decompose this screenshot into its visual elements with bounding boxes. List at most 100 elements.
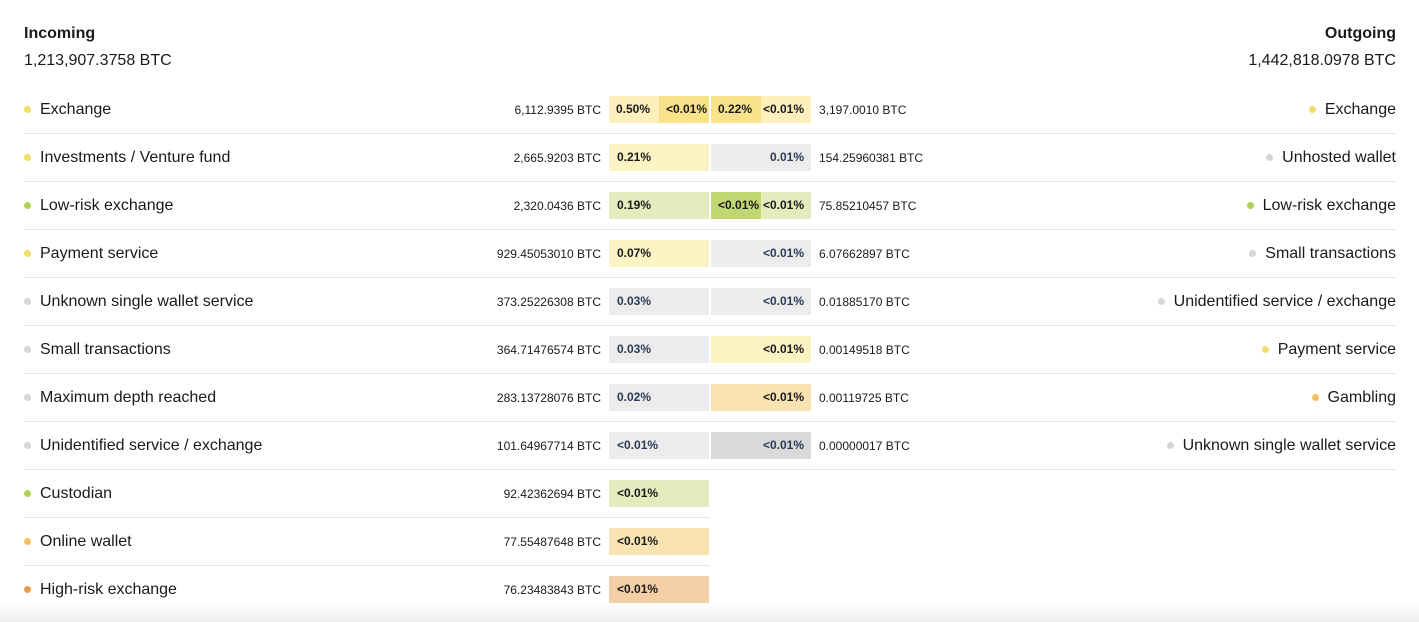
incoming-share-bar: 0.50% <0.01% [609, 96, 709, 123]
outgoing-amount: 75.85210457 BTC [819, 199, 917, 213]
share-percent: <0.01% [762, 438, 804, 452]
share-segment: 0.19% [609, 192, 709, 219]
share-percent: 0.03% [617, 342, 652, 356]
incoming-share-bar: 0.02% [609, 384, 709, 411]
outgoing-share-bar: 0.01% [711, 144, 811, 171]
outgoing-category-label[interactable]: Low-risk exchange [1262, 197, 1396, 214]
outgoing-category-label[interactable]: Small transactions [1265, 245, 1396, 262]
incoming-category-label[interactable]: Small transactions [40, 341, 171, 358]
share-percent-secondary: <0.01% [762, 198, 804, 212]
flow-row: Unidentified service / exchange 101.64967… [0, 422, 1419, 470]
incoming-category-label[interactable]: Investments / Venture fund [40, 149, 231, 166]
row-divider [24, 373, 710, 374]
incoming-category-label[interactable]: High-risk exchange [40, 581, 177, 598]
share-segment: <0.01% [609, 432, 709, 459]
flow-row: Custodian 92.42362694 BTC <0.01% [0, 470, 1419, 518]
outgoing-header: Outgoing 1,442,818.0978 BTC [1248, 24, 1396, 71]
row-divider [24, 565, 710, 566]
share-percent: <0.01% [617, 438, 659, 452]
category-dot-icon [24, 298, 31, 305]
share-segment: 0.50% [609, 96, 659, 123]
share-percent: <0.01% [617, 582, 659, 596]
incoming-amount: 101.64967714 BTC [496, 439, 601, 453]
outgoing-category-label[interactable]: Exchange [1324, 101, 1396, 118]
incoming-amount: 373.25226308 BTC [496, 295, 601, 309]
category-dot-icon [24, 490, 31, 497]
incoming-category-label[interactable]: Online wallet [40, 533, 132, 550]
incoming-category-label[interactable]: Custodian [40, 485, 113, 502]
flow-rows: Exchange 6,112.9395 BTC 0.50% <0.01% 0.22% <0… [0, 86, 1419, 614]
outgoing-category-label[interactable]: Unhosted wallet [1282, 149, 1396, 166]
outgoing-share-bar: <0.01% [711, 384, 811, 411]
incoming-amount: 6,112.9395 BTC [514, 103, 601, 117]
incoming-share-bar: 0.03% [609, 336, 709, 363]
bottom-shadow [0, 604, 1419, 622]
row-divider [710, 469, 1396, 470]
incoming-amount: 364.71476574 BTC [496, 343, 601, 357]
row-divider [710, 133, 1396, 134]
share-percent: <0.01% [762, 294, 804, 308]
share-percent: <0.01% [762, 390, 804, 404]
share-percent: 0.21% [617, 150, 652, 164]
share-segment: 0.01% [711, 144, 811, 171]
category-dot-icon [24, 442, 31, 449]
outgoing-share-bar: <0.01% <0.01% [711, 192, 811, 219]
share-percent: 0.07% [617, 246, 652, 260]
row-divider [710, 373, 1396, 374]
category-dot-icon [24, 346, 31, 353]
incoming-category-label[interactable]: Exchange [40, 101, 112, 118]
outgoing-category-label[interactable]: Gambling [1327, 389, 1396, 406]
row-divider [24, 133, 710, 134]
share-segment: <0.01% [711, 432, 811, 459]
outgoing-category-label[interactable]: Unknown single wallet service [1182, 437, 1396, 454]
row-divider [710, 277, 1396, 278]
share-segment: 0.07% [609, 240, 709, 267]
share-percent: <0.01% [762, 246, 804, 260]
flow-row: Low-risk exchange 2,320.0436 BTC 0.19% <0.0… [0, 182, 1419, 230]
incoming-share-bar: <0.01% [609, 528, 709, 555]
outgoing-amount: 0.00119725 BTC [819, 391, 909, 405]
flow-row: Investments / Venture fund 2,665.9203 BTC… [0, 134, 1419, 182]
row-divider [710, 229, 1396, 230]
outgoing-share-bar: <0.01% [711, 336, 811, 363]
outgoing-amount: 0.01885170 BTC [819, 295, 910, 309]
incoming-category-label[interactable]: Unidentified service / exchange [40, 437, 263, 454]
share-segment-secondary: <0.01% [659, 96, 709, 123]
outgoing-share-bar: 0.22% <0.01% [711, 96, 811, 123]
category-dot-icon [24, 394, 31, 401]
category-dot-icon [24, 202, 31, 209]
incoming-share-bar: 0.19% [609, 192, 709, 219]
incoming-amount: 2,665.9203 BTC [513, 151, 601, 165]
share-segment: 0.21% [609, 144, 709, 171]
share-percent: <0.01% [617, 486, 659, 500]
incoming-header: Incoming 1,213,907.3758 BTC [24, 24, 172, 71]
category-dot-icon [24, 586, 31, 593]
outgoing-amount: 3,197.0010 BTC [819, 103, 907, 117]
outgoing-category-label[interactable]: Payment service [1277, 341, 1396, 358]
incoming-share-bar: <0.01% [609, 480, 709, 507]
incoming-share-bar: <0.01% [609, 576, 709, 603]
incoming-category-label[interactable]: Maximum depth reached [40, 389, 217, 406]
outgoing-title: Outgoing [1324, 25, 1396, 42]
share-segment: <0.01% [711, 384, 811, 411]
incoming-category-label[interactable]: Unknown single wallet service [40, 293, 254, 310]
share-segment: <0.01% [609, 480, 709, 507]
row-divider [24, 229, 710, 230]
category-dot-icon [24, 106, 31, 113]
flow-row: Unknown single wallet service 373.2522630… [0, 278, 1419, 326]
share-percent: 0.22% [718, 102, 753, 116]
flow-row: Exchange 6,112.9395 BTC 0.50% <0.01% 0.22% <0… [0, 86, 1419, 134]
category-dot-icon [24, 538, 31, 545]
share-percent-secondary: <0.01% [762, 102, 804, 116]
share-segment: <0.01% [711, 288, 811, 315]
share-segment: <0.01% [711, 336, 811, 363]
outgoing-amount: 6.07662897 BTC [819, 247, 910, 261]
outgoing-category-label[interactable]: Unidentified service / exchange [1173, 293, 1396, 310]
incoming-category-label[interactable]: Payment service [40, 245, 159, 262]
row-divider [24, 469, 710, 470]
row-divider [24, 517, 710, 518]
incoming-category-label[interactable]: Low-risk exchange [40, 197, 174, 214]
flow-row: Online wallet 77.55487648 BTC <0.01% [0, 518, 1419, 566]
category-dot-icon [1309, 106, 1316, 113]
flow-row: Maximum depth reached 283.13728076 BTC 0.0… [0, 374, 1419, 422]
